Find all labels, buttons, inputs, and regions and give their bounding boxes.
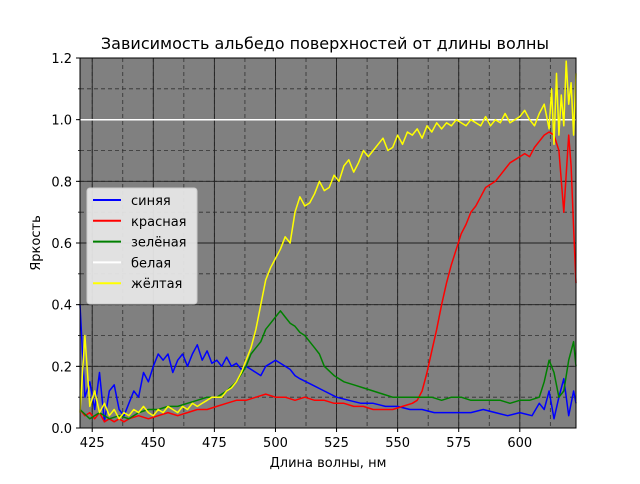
x-tick-label: 500 [263,436,288,451]
y-axis-label: Яркость [29,215,44,270]
legend-label-4: жёлтая [131,277,182,292]
x-axis-ticks: 425 450 475 500 525 550 575 600 [80,428,532,451]
series-line-0 [79,304,577,423]
y-tick-label: 1.2 [51,52,72,67]
series-line-4 [79,60,577,420]
x-tick-label: 600 [507,436,532,451]
legend: синяя красная зелёная белая жёлтая [86,187,198,305]
series-layer [79,60,577,423]
y-axis-ticks: 0.0 0.2 0.4 0.6 0.8 1.0 1.2 [51,52,80,437]
x-tick-label: 525 [324,436,349,451]
x-tick-label: 450 [141,436,166,451]
series-line-1 [79,131,577,423]
legend-label-0: синяя [131,194,171,209]
legend-box [86,187,198,305]
legend-label-3: белая [131,256,171,271]
series-line-2 [79,310,577,420]
x-tick-label: 475 [202,436,227,451]
y-tick-label: 1.0 [51,114,72,129]
x-tick-label: 575 [446,436,471,451]
y-tick-label: 0.0 [51,422,72,437]
legend-label-2: зелёная [131,236,187,251]
legend-label-1: красная [131,215,187,230]
y-tick-label: 0.8 [51,175,72,190]
y-tick-label: 0.2 [51,360,72,375]
x-tick-label: 425 [80,436,105,451]
y-tick-label: 0.6 [51,237,72,252]
chart-title: Зависимость альбедо поверхностей от длин… [101,34,549,53]
y-tick-label: 0.4 [51,299,72,314]
x-axis-label: Длина волны, нм [270,456,387,471]
x-tick-label: 550 [385,436,410,451]
